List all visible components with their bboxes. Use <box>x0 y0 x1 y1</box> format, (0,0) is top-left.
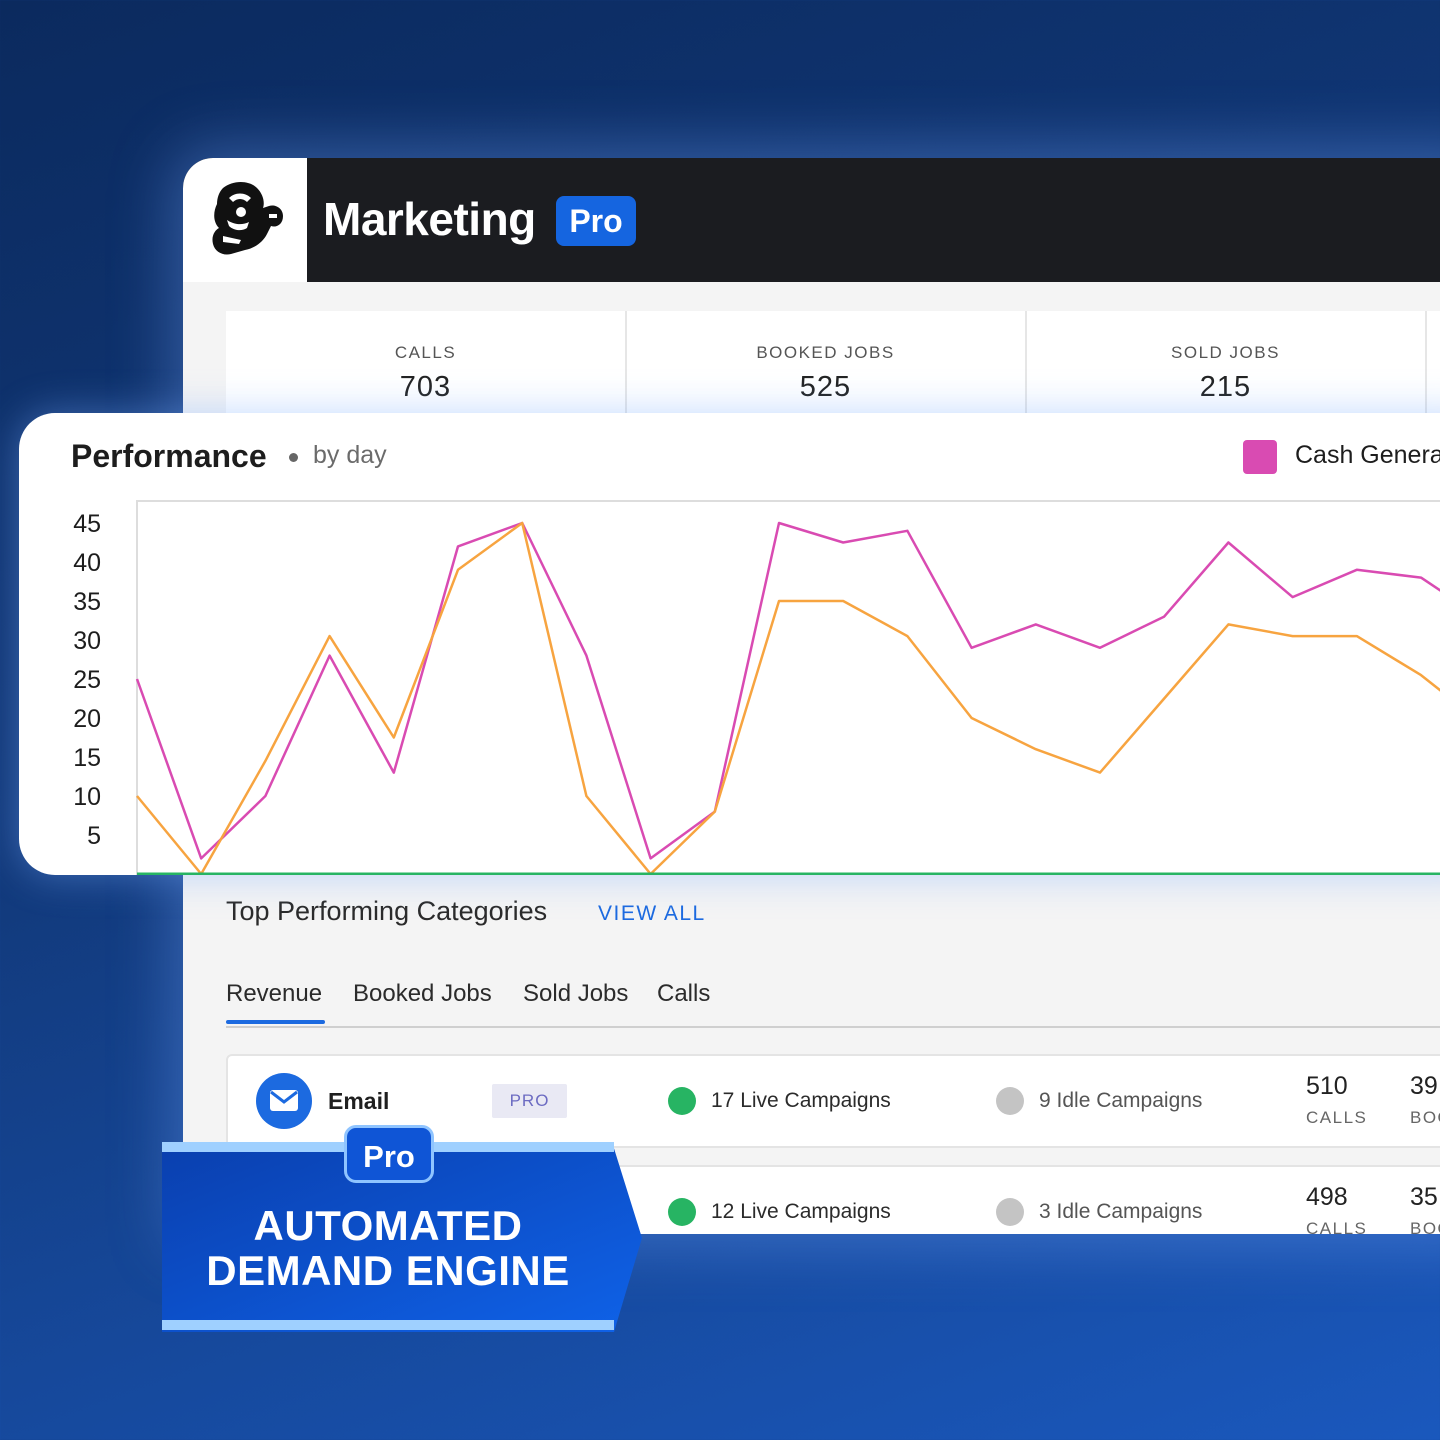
stat-sold-jobs[interactable]: SOLD JOBS 215 <box>1026 311 1427 415</box>
legend-swatch <box>1243 440 1277 474</box>
stat-value: 703 <box>399 371 452 403</box>
performance-subtitle: by day <box>313 441 387 469</box>
y-tick-label: 30 <box>73 627 101 655</box>
live-status-dot <box>668 1087 696 1115</box>
promo-line-1: AUTOMATED <box>253 1202 523 1249</box>
category-tabs: Revenue Booked Jobs Sold Jobs Calls <box>226 978 1440 1028</box>
y-tick-label: 40 <box>73 549 101 577</box>
y-tick-label: 20 <box>73 705 101 733</box>
y-tick-label: 10 <box>73 783 101 811</box>
y-tick-label: 25 <box>73 666 101 694</box>
calls-count: 510 <box>1306 1072 1348 1100</box>
booked-count: 35 <box>1410 1183 1438 1211</box>
pro-badge: Pro <box>556 196 636 246</box>
performance-chart: 45 40 35 30 25 20 15 10 5 <box>73 500 1440 875</box>
tab-sold-jobs[interactable]: Sold Jobs <box>523 980 629 1007</box>
promo-line-2: DEMAND ENGINE <box>206 1247 570 1294</box>
stat-booked-jobs[interactable]: BOOKED JOBS 525 <box>626 311 1027 415</box>
tab-revenue[interactable]: Revenue <box>226 980 323 1007</box>
stat-label: BOOKED JOBS <box>756 343 895 362</box>
tab-booked-jobs[interactable]: Booked Jobs <box>353 980 492 1007</box>
stat-label: SOLD JOBS <box>1171 343 1280 362</box>
y-tick-label: 15 <box>73 744 101 772</box>
pro-pill: PRO <box>492 1084 567 1118</box>
y-tick-label: 45 <box>73 510 101 538</box>
y-tick-label: 5 <box>87 822 101 850</box>
app-title: Marketing <box>323 193 536 245</box>
stat-label: CALLS <box>394 343 457 362</box>
performance-title: Performance <box>71 438 267 474</box>
live-campaigns: 17 Live Campaigns <box>711 1089 891 1112</box>
booked-label: BOO <box>1410 1219 1440 1234</box>
logo-box[interactable] <box>183 158 307 282</box>
envelope-icon <box>256 1073 312 1129</box>
mascot-logo-icon <box>212 182 283 255</box>
live-status-dot <box>668 1198 696 1226</box>
top-bar: Marketing Pro <box>183 158 1440 282</box>
calls-label: CALLS <box>1306 1108 1368 1127</box>
calls-count: 498 <box>1306 1183 1348 1211</box>
category-name: Email <box>328 1088 390 1114</box>
idle-status-dot <box>996 1198 1024 1226</box>
performance-card: Performance by day Cash Genera 45 40 35 30 2… <box>19 413 1440 875</box>
tab-calls[interactable]: Calls <box>657 980 711 1007</box>
booked-label: BOO <box>1410 1108 1440 1127</box>
y-tick-label: 35 <box>73 588 101 616</box>
stat-calls[interactable]: CALLS 703 <box>226 311 627 415</box>
promo-pro-badge: Pro <box>344 1125 434 1183</box>
idle-campaigns: 9 Idle Campaigns <box>1039 1089 1203 1112</box>
categories-title: Top Performing Categories <box>226 896 548 926</box>
booked-count: 39 <box>1410 1072 1438 1100</box>
series-line-0 <box>135 521 1440 860</box>
active-tab-indicator <box>226 1020 325 1024</box>
legend-label[interactable]: Cash Genera <box>1295 441 1440 469</box>
live-campaigns: 12 Live Campaigns <box>711 1200 891 1223</box>
stat-value: 525 <box>799 371 852 403</box>
idle-status-dot <box>996 1087 1024 1115</box>
series-line-1 <box>136 521 1440 875</box>
calls-label: CALLS <box>1306 1219 1368 1234</box>
separator-dot <box>289 453 298 462</box>
category-row[interactable]: Email PRO 17 Live Campaigns 9 Idle Campa… <box>226 1054 1440 1148</box>
stat-value: 215 <box>1199 371 1252 403</box>
view-all-link[interactable]: VIEW ALL <box>598 902 706 925</box>
stats-bar: CALLS 703 BOOKED JOBS 525 SOLD JOBS 215 <box>226 311 1440 415</box>
idle-campaigns: 3 Idle Campaigns <box>1039 1200 1203 1223</box>
